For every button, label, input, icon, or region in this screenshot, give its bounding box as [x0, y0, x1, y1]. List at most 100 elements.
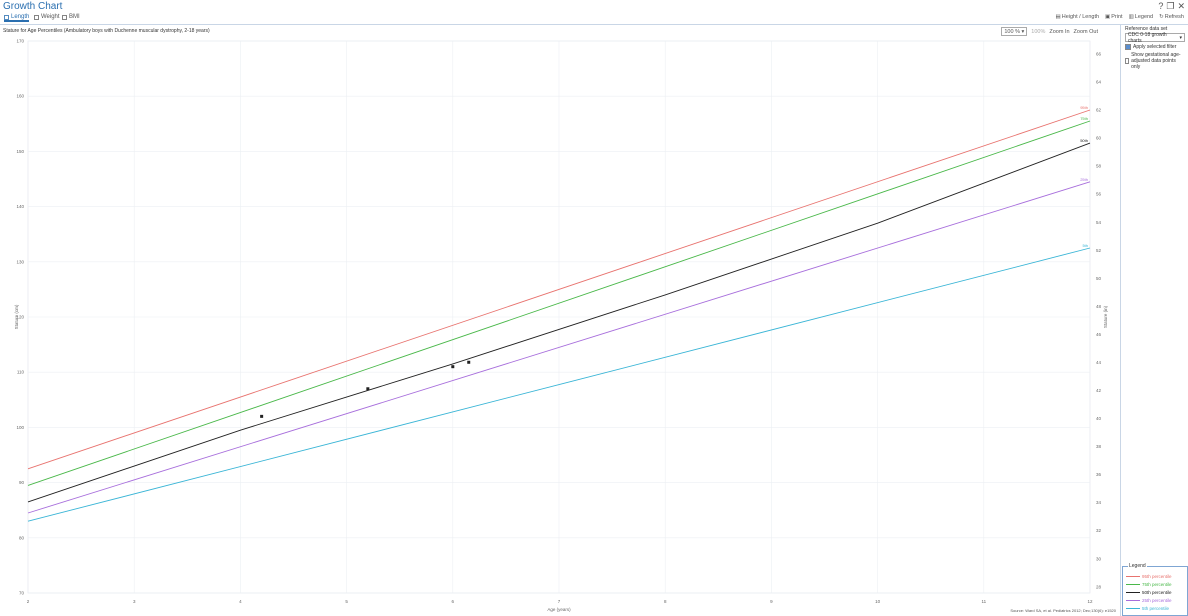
gestational-age-row[interactable]: Show gestational age-adjusted data point…: [1125, 52, 1185, 70]
y-tick-label: 160: [16, 94, 24, 99]
tab-bar: Length Weight BMI: [0, 13, 1188, 25]
tab-length-label: Length: [11, 14, 30, 20]
x-tick-label: 7: [558, 599, 561, 604]
ruler-icon: ▤: [1055, 14, 1061, 20]
y2-tick-label: 36: [1096, 472, 1102, 477]
tab-bmi-label: BMI: [69, 14, 80, 20]
height-button[interactable]: ▤ Height / Length: [1056, 14, 1100, 20]
growth-chart: 2 3 4 5 6 7 8 9 10 11 1270809010011012013014015016…: [14, 39, 1108, 613]
x-tick-label: 11: [981, 599, 986, 604]
tab-weight[interactable]: Weight: [34, 14, 60, 20]
zoom-select-value: 100 %: [1004, 28, 1020, 35]
y2-tick-label: 54: [1096, 220, 1102, 225]
legend-swatch: [1126, 608, 1140, 609]
series-end-label: 75th: [1080, 116, 1088, 121]
series-line: [27, 247, 1091, 522]
series-line: [27, 181, 1091, 514]
window-controls: ? ❐ ✕: [1158, 1, 1185, 12]
chevron-down-icon: ▾: [1179, 34, 1182, 41]
legend-label: 95th percentile: [1142, 574, 1172, 579]
x-tick-label: 5: [345, 599, 348, 604]
print-button[interactable]: ▣ Print: [1105, 14, 1123, 20]
legend-item: 25th percentile: [1126, 598, 1172, 603]
bmi-icon: [62, 14, 67, 20]
legend-label: 75th percentile: [1142, 582, 1172, 587]
zoom-percent: 100%: [1031, 28, 1046, 35]
legend-item: 50th percentile: [1126, 590, 1172, 595]
legend-label: 5th percentile: [1142, 606, 1170, 611]
y2-tick-label: 52: [1096, 248, 1102, 253]
legend-icon: ▥: [1128, 14, 1134, 20]
apply-filter-label: Apply selected filter: [1133, 44, 1177, 50]
y2-tick-label: 38: [1096, 444, 1102, 449]
zoom-select[interactable]: 100 % ▾: [1001, 27, 1028, 36]
series-end-label: 95th: [1080, 105, 1088, 110]
legend-title: Legend: [1128, 563, 1147, 569]
x-tick-label: 9: [770, 599, 773, 604]
series-line: [27, 120, 1091, 486]
chart-title: Stature for Age Percentiles (Ambulatory …: [3, 28, 210, 34]
y2-tick-label: 60: [1096, 136, 1102, 141]
y2-tick-label: 46: [1096, 332, 1102, 337]
attribution: Source: Ward SA, et al. Pediatrics 2012;…: [1010, 608, 1116, 613]
weight-icon: [34, 14, 39, 20]
x-tick-label: 12: [1087, 599, 1093, 604]
y2-tick-label: 66: [1096, 52, 1102, 57]
x-tick-label: 10: [875, 599, 881, 604]
y-tick-label: 90: [19, 480, 25, 485]
x-tick-label: 8: [664, 599, 667, 604]
restore-icon[interactable]: ❐: [1166, 1, 1175, 11]
y-tick-label: 70: [19, 591, 25, 596]
print-icon: ▣: [1105, 14, 1111, 20]
y-tick-label: 150: [16, 149, 24, 154]
chart-area: Stature for Age Percentiles (Ambulatory …: [0, 25, 1121, 616]
gestational-age-label: Show gestational age-adjusted data point…: [1131, 52, 1181, 70]
reference-select[interactable]: CDC 0-18 growth charts ▾: [1125, 31, 1185, 44]
refresh-button-label: Refresh: [1164, 14, 1184, 20]
y-tick-label: 100: [16, 425, 24, 430]
y-tick-label: 120: [16, 315, 24, 320]
y2-tick-label: 50: [1096, 276, 1102, 281]
title-bar: Growth Chart ? ❐ ✕: [0, 0, 1188, 13]
legend: Legend 95th percentile 75th percentile 50t…: [1122, 563, 1188, 616]
legend-swatch: [1126, 600, 1140, 601]
y2-tick-label: 34: [1096, 500, 1102, 505]
height-button-label: Height / Length: [1061, 14, 1100, 20]
zoom-out-button[interactable]: Zoom Out: [1073, 28, 1098, 35]
gestational-age-checkbox[interactable]: [1125, 58, 1130, 64]
refresh-button[interactable]: ↻ Refresh: [1159, 14, 1184, 20]
zoom-in-button[interactable]: Zoom In: [1049, 28, 1070, 35]
x-tick-label: 3: [133, 599, 136, 604]
apply-filter-checkbox[interactable]: [1125, 44, 1131, 50]
y-tick-label: 80: [19, 535, 25, 540]
data-point: [467, 360, 471, 364]
data-point: [260, 414, 264, 418]
legend-button-label: Legend: [1134, 14, 1154, 20]
y2-tick-label: 56: [1096, 192, 1102, 197]
chart-toolbar: ▤ Height / Length ▣ Print ▥ Legend ↻ Refresh: [1056, 14, 1184, 20]
y-tick-label: 130: [16, 259, 24, 264]
tab-bmi[interactable]: BMI: [62, 14, 80, 20]
data-point: [451, 365, 455, 369]
x-tick-label: 6: [452, 599, 455, 604]
legend-swatch: [1126, 584, 1140, 585]
apply-filter-row[interactable]: Apply selected filter: [1125, 44, 1185, 50]
legend-item: 75th percentile: [1126, 582, 1172, 587]
print-button-label: Print: [1111, 14, 1123, 20]
y2-tick-label: 32: [1096, 528, 1102, 533]
legend-label: 25th percentile: [1142, 598, 1172, 603]
legend-button[interactable]: ▥ Legend: [1129, 14, 1154, 20]
y2-tick-label: 64: [1096, 80, 1102, 85]
reference-select-value: CDC 0-18 growth charts: [1128, 31, 1167, 44]
refresh-icon: ↻: [1159, 14, 1164, 20]
help-icon[interactable]: ?: [1158, 1, 1164, 11]
y2-tick-label: 44: [1096, 360, 1102, 365]
y2-tick-label: 62: [1096, 108, 1102, 113]
x-tick-label: 4: [239, 599, 242, 604]
y2-tick-label: 48: [1096, 304, 1102, 309]
series-end-label: 25th: [1080, 177, 1088, 182]
y2-tick-label: 30: [1096, 556, 1102, 561]
tab-length[interactable]: Length: [4, 14, 30, 22]
close-icon[interactable]: ✕: [1177, 1, 1185, 11]
legend-item: 95th percentile: [1126, 574, 1172, 579]
